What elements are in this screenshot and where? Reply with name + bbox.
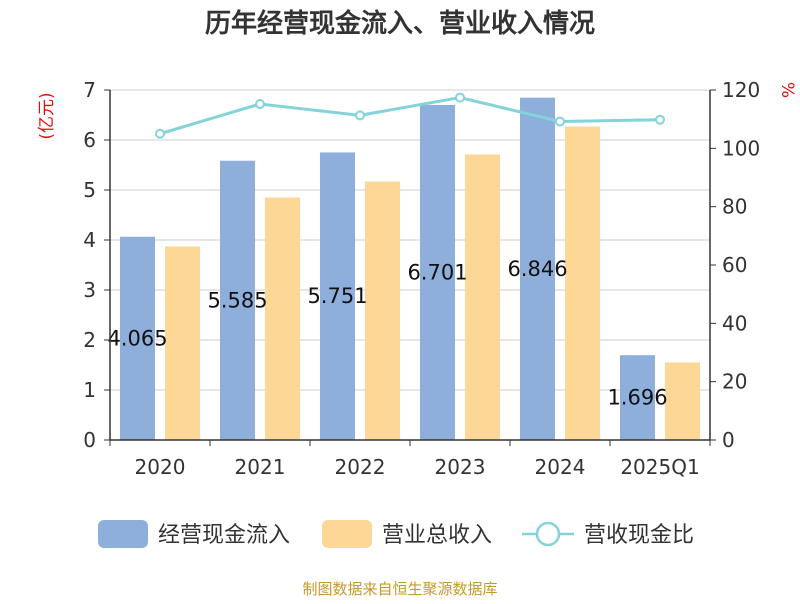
y-left-tick-label: 0 <box>83 428 96 452</box>
legend-swatch-marker <box>535 521 561 547</box>
y-left-tick-label: 5 <box>83 178 96 202</box>
data-label-cash-inflow: 6.846 <box>507 257 567 281</box>
y-left-unit-label: (亿元) <box>37 92 57 139</box>
x-tick-label: 2022 <box>335 455 386 479</box>
y-left-tick-label: 2 <box>83 328 96 352</box>
legend-label-ratio: 营收现金比 <box>584 523 694 548</box>
y-right-tick-label: 20 <box>722 370 747 394</box>
y-right-unit-label: % <box>777 82 797 98</box>
legend-swatch-cash-inflow <box>98 520 148 548</box>
y-left-tick-label: 1 <box>83 378 96 402</box>
grid-lines <box>110 89 710 391</box>
bar-cash-inflow <box>620 355 655 440</box>
data-label-cash-inflow: 1.696 <box>607 386 667 410</box>
line-point <box>455 92 465 103</box>
bar-cash-inflow <box>220 160 255 440</box>
x-tick-label: 2023 <box>435 455 486 479</box>
data-label-cash-inflow: 5.585 <box>207 288 267 312</box>
y-left-tick-label: 4 <box>83 228 96 252</box>
bar-revenue <box>665 362 700 440</box>
bar-revenue <box>465 154 500 440</box>
y-left-tick-label: 3 <box>83 278 96 302</box>
bar-cash-inflow <box>420 104 455 440</box>
y-right-tick-label: 80 <box>722 195 747 219</box>
line-point <box>555 116 565 127</box>
bar-revenue <box>365 181 400 440</box>
x-tick-label: 2021 <box>235 455 286 479</box>
y-right-tick-label: 120 <box>722 78 760 102</box>
bar-revenue <box>165 246 200 440</box>
y-right-tick-label: 0 <box>722 428 735 452</box>
legend-label-cash-inflow: 经营现金流入 <box>158 523 290 548</box>
bar-cash-inflow <box>120 236 155 440</box>
chart-title: 历年经营现金流入、营业收入情况 <box>205 8 595 39</box>
x-tick-label: 2025Q1 <box>620 455 699 479</box>
line-point <box>355 110 365 121</box>
line-layer <box>155 92 665 139</box>
y-right-tick-label: 40 <box>722 311 747 335</box>
bar-cash-inflow <box>520 97 555 440</box>
y-right-tick-label: 100 <box>722 136 760 160</box>
x-tick-label: 2024 <box>535 455 586 479</box>
bars-layer <box>120 97 700 440</box>
legend-label-revenue: 营业总收入 <box>382 523 492 548</box>
legend[interactable]: 经营现金流入 营业总收入 营收现金比 <box>98 520 694 548</box>
line-revenue-cash-ratio <box>159 96 661 136</box>
y-right-tick-label: 60 <box>722 253 747 277</box>
line-point <box>155 128 165 139</box>
data-label-cash-inflow: 4.065 <box>107 326 167 350</box>
x-tick-label: 2020 <box>135 455 186 479</box>
line-point <box>255 99 265 109</box>
legend-swatch-revenue <box>322 520 372 548</box>
axes-layer: 0 1 2 3 4 5 6 7 0 20 40 60 80 100 120 2020 2021 2022 2023 2… <box>83 78 760 479</box>
bar-revenue <box>265 197 300 440</box>
y-left-tick-label: 7 <box>83 78 96 102</box>
data-label-cash-inflow: 6.701 <box>407 260 467 284</box>
data-labels-layer: 4.065 5.585 5.751 6.701 6.846 1.696 <box>107 257 667 410</box>
y-left-tick-label: 6 <box>83 128 96 152</box>
line-point <box>655 114 665 125</box>
bar-revenue <box>565 126 600 440</box>
source-footer: 制图数据来自恒生聚源数据库 <box>302 580 497 598</box>
data-label-cash-inflow: 5.751 <box>307 284 367 308</box>
bar-cash-inflow <box>320 152 355 440</box>
